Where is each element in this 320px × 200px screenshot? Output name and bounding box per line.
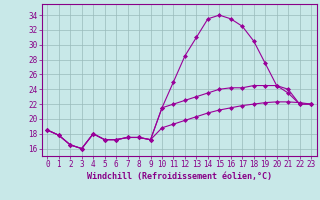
X-axis label: Windchill (Refroidissement éolien,°C): Windchill (Refroidissement éolien,°C): [87, 172, 272, 181]
